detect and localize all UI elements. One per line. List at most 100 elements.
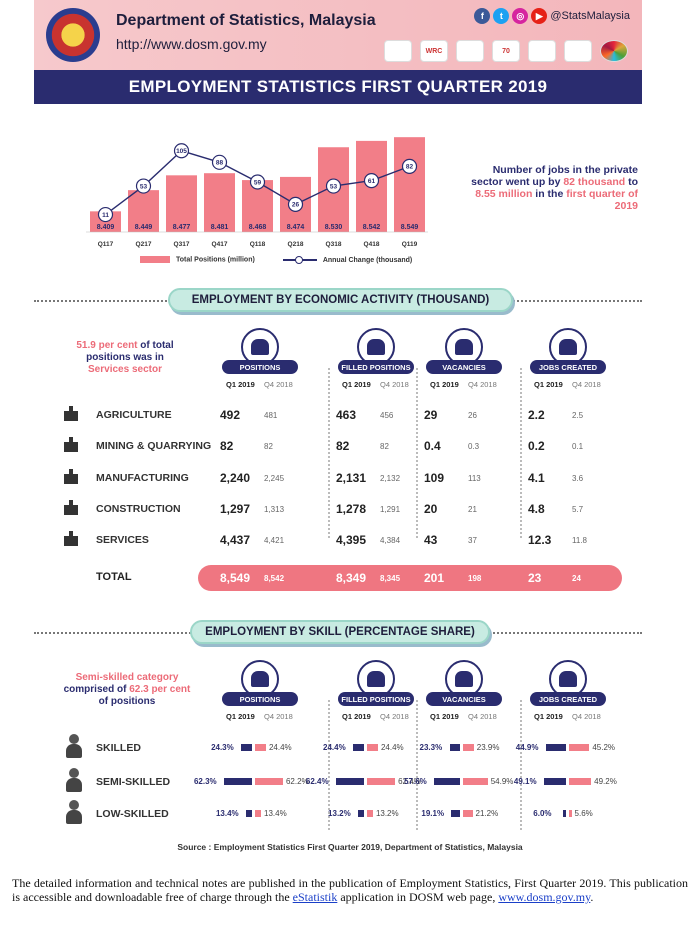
q4-value: 1,291: [380, 505, 401, 514]
bar: [204, 173, 235, 232]
q4-skill-bar: [255, 744, 266, 751]
note-highlight: 8.55 million: [475, 188, 533, 200]
q1-skill-value: 19.1%: [421, 809, 445, 818]
header: Department of Statistics, Malaysia http:…: [34, 0, 642, 70]
q1-value: 1,278: [336, 502, 367, 516]
line-point: [211, 154, 228, 170]
q1-value: 20: [424, 502, 438, 516]
legend-label: Annual Change (thousand): [322, 256, 413, 264]
q4-value: 3.6: [572, 474, 584, 483]
total-q4-value: 198: [468, 574, 482, 583]
bar: [166, 175, 197, 232]
line-point: [97, 206, 114, 223]
line-data-label: 61: [368, 178, 376, 185]
q1-skill-value: 6.0%: [533, 809, 552, 818]
q4-skill-value: 5.6%: [574, 809, 593, 818]
dosm-website-link[interactable]: www.dosm.gov.my: [498, 890, 591, 904]
page-title-banner: EMPLOYMENT STATISTICS FIRST QUARTER 2019: [34, 70, 642, 104]
bar-data-label: 8.474: [287, 224, 305, 231]
partner-logo: [456, 40, 484, 62]
q1-value: 492: [220, 408, 241, 422]
q1-skill-value: 44.9%: [515, 743, 539, 752]
callout-text: of total positions was in: [86, 340, 174, 363]
q4-header: Q4 2018: [468, 380, 497, 389]
q4-value: 4,384: [380, 536, 401, 545]
bar-data-label: 8.549: [401, 224, 419, 231]
partner-logo: [528, 40, 556, 62]
footer-paragraph: The detailed information and technical n…: [12, 876, 688, 904]
bar-data-label: 8.409: [97, 224, 115, 231]
q1-skill-value: 62.3%: [193, 777, 217, 786]
q1-value: 29: [424, 408, 438, 422]
q1-value: 2,131: [336, 471, 367, 485]
activity-callout: 51.9 per cent of total positions was in …: [60, 340, 190, 376]
callout-text: of positions: [98, 696, 156, 707]
q1-header: Q1 2019: [430, 712, 459, 721]
skill-callout: Semi-skilled category comprised of 62.3 …: [52, 672, 202, 708]
q4-value: 82: [380, 442, 389, 451]
x-tick-label: Q117: [98, 241, 114, 248]
positions-chart: 8.409 Q117 8.449 Q217 8.477 Q317 8.481 Q417 8.46…: [86, 137, 428, 248]
x-tick-label: Q417: [212, 241, 228, 248]
bar-data-label: 8.449: [135, 224, 153, 231]
q4-skill-value: 23.9%: [476, 743, 500, 752]
estatistik-link[interactable]: eStatistik: [292, 890, 338, 904]
column-icon: [445, 660, 483, 698]
column-separator: [416, 368, 418, 538]
chart-note: Number of jobs in the private sector wen…: [468, 164, 638, 212]
factory-icon: [62, 468, 80, 486]
building-icon: [62, 530, 80, 548]
q4-skill-bar: [463, 778, 488, 785]
column-header: JOBS CREATED: [530, 360, 606, 374]
column-icon: [357, 660, 395, 698]
facebook-icon[interactable]: f: [474, 8, 491, 24]
q1-value: 463: [336, 408, 357, 422]
note-text: to: [625, 176, 638, 188]
skill-row-label: LOW-SKILLED: [96, 808, 169, 820]
palm-tree-icon: [62, 405, 80, 423]
youtube-icon[interactable]: ▶: [531, 8, 548, 24]
column-separator: [328, 368, 330, 538]
line-data-label: 82: [406, 164, 414, 171]
q4-skill-value: 21.2%: [475, 809, 499, 818]
callout-highlight: Services sector: [88, 364, 162, 375]
q4-value: 5.7: [572, 505, 584, 514]
q4-value: 1,313: [264, 505, 285, 514]
q4-skill-value: 62.4%: [398, 777, 421, 786]
q4-value: 82: [264, 442, 273, 451]
q4-skill-value: 24.4%: [268, 743, 292, 752]
instagram-icon[interactable]: ◎: [512, 8, 529, 24]
q4-skill-bar: [255, 778, 283, 785]
x-tick-label: Q119: [402, 241, 418, 248]
column-header: FILLED POSITIONS: [338, 360, 414, 374]
total-bar: [198, 565, 622, 591]
line-point: [249, 174, 266, 190]
crane-icon: [62, 499, 80, 517]
twitter-icon[interactable]: t: [493, 8, 510, 24]
line-point: [363, 173, 380, 189]
q1-value: 0.4: [424, 439, 441, 453]
mining-icon: [62, 436, 80, 454]
q1-skill-bar: [335, 778, 364, 785]
x-tick-label: Q118: [250, 241, 266, 248]
q4-header: Q4 2018: [264, 712, 293, 721]
q4-skill-bar: [255, 810, 262, 817]
q4-value: 2,132: [380, 474, 401, 483]
q1-skill-bar: [563, 810, 566, 817]
q4-skill-bar: [569, 810, 572, 817]
worker-icon: [66, 734, 82, 758]
q4-header: Q4 2018: [380, 380, 409, 389]
q4-skill-value: 13.2%: [375, 809, 399, 818]
q4-value: 26: [468, 411, 477, 420]
q4-value: 113: [468, 474, 481, 483]
line-point: [135, 178, 152, 194]
q1-value: 4,395: [336, 533, 367, 547]
q1-skill-bar: [245, 810, 252, 817]
column-separator: [416, 700, 418, 830]
partner-logos: WRC 70: [384, 40, 628, 62]
partner-logo: [384, 40, 412, 62]
q1-value: 4.8: [528, 502, 545, 516]
department-url[interactable]: http://www.dosm.gov.my: [116, 36, 267, 52]
total-label: TOTAL: [96, 571, 132, 583]
callout-highlight: 51.9 per cent: [76, 340, 138, 351]
